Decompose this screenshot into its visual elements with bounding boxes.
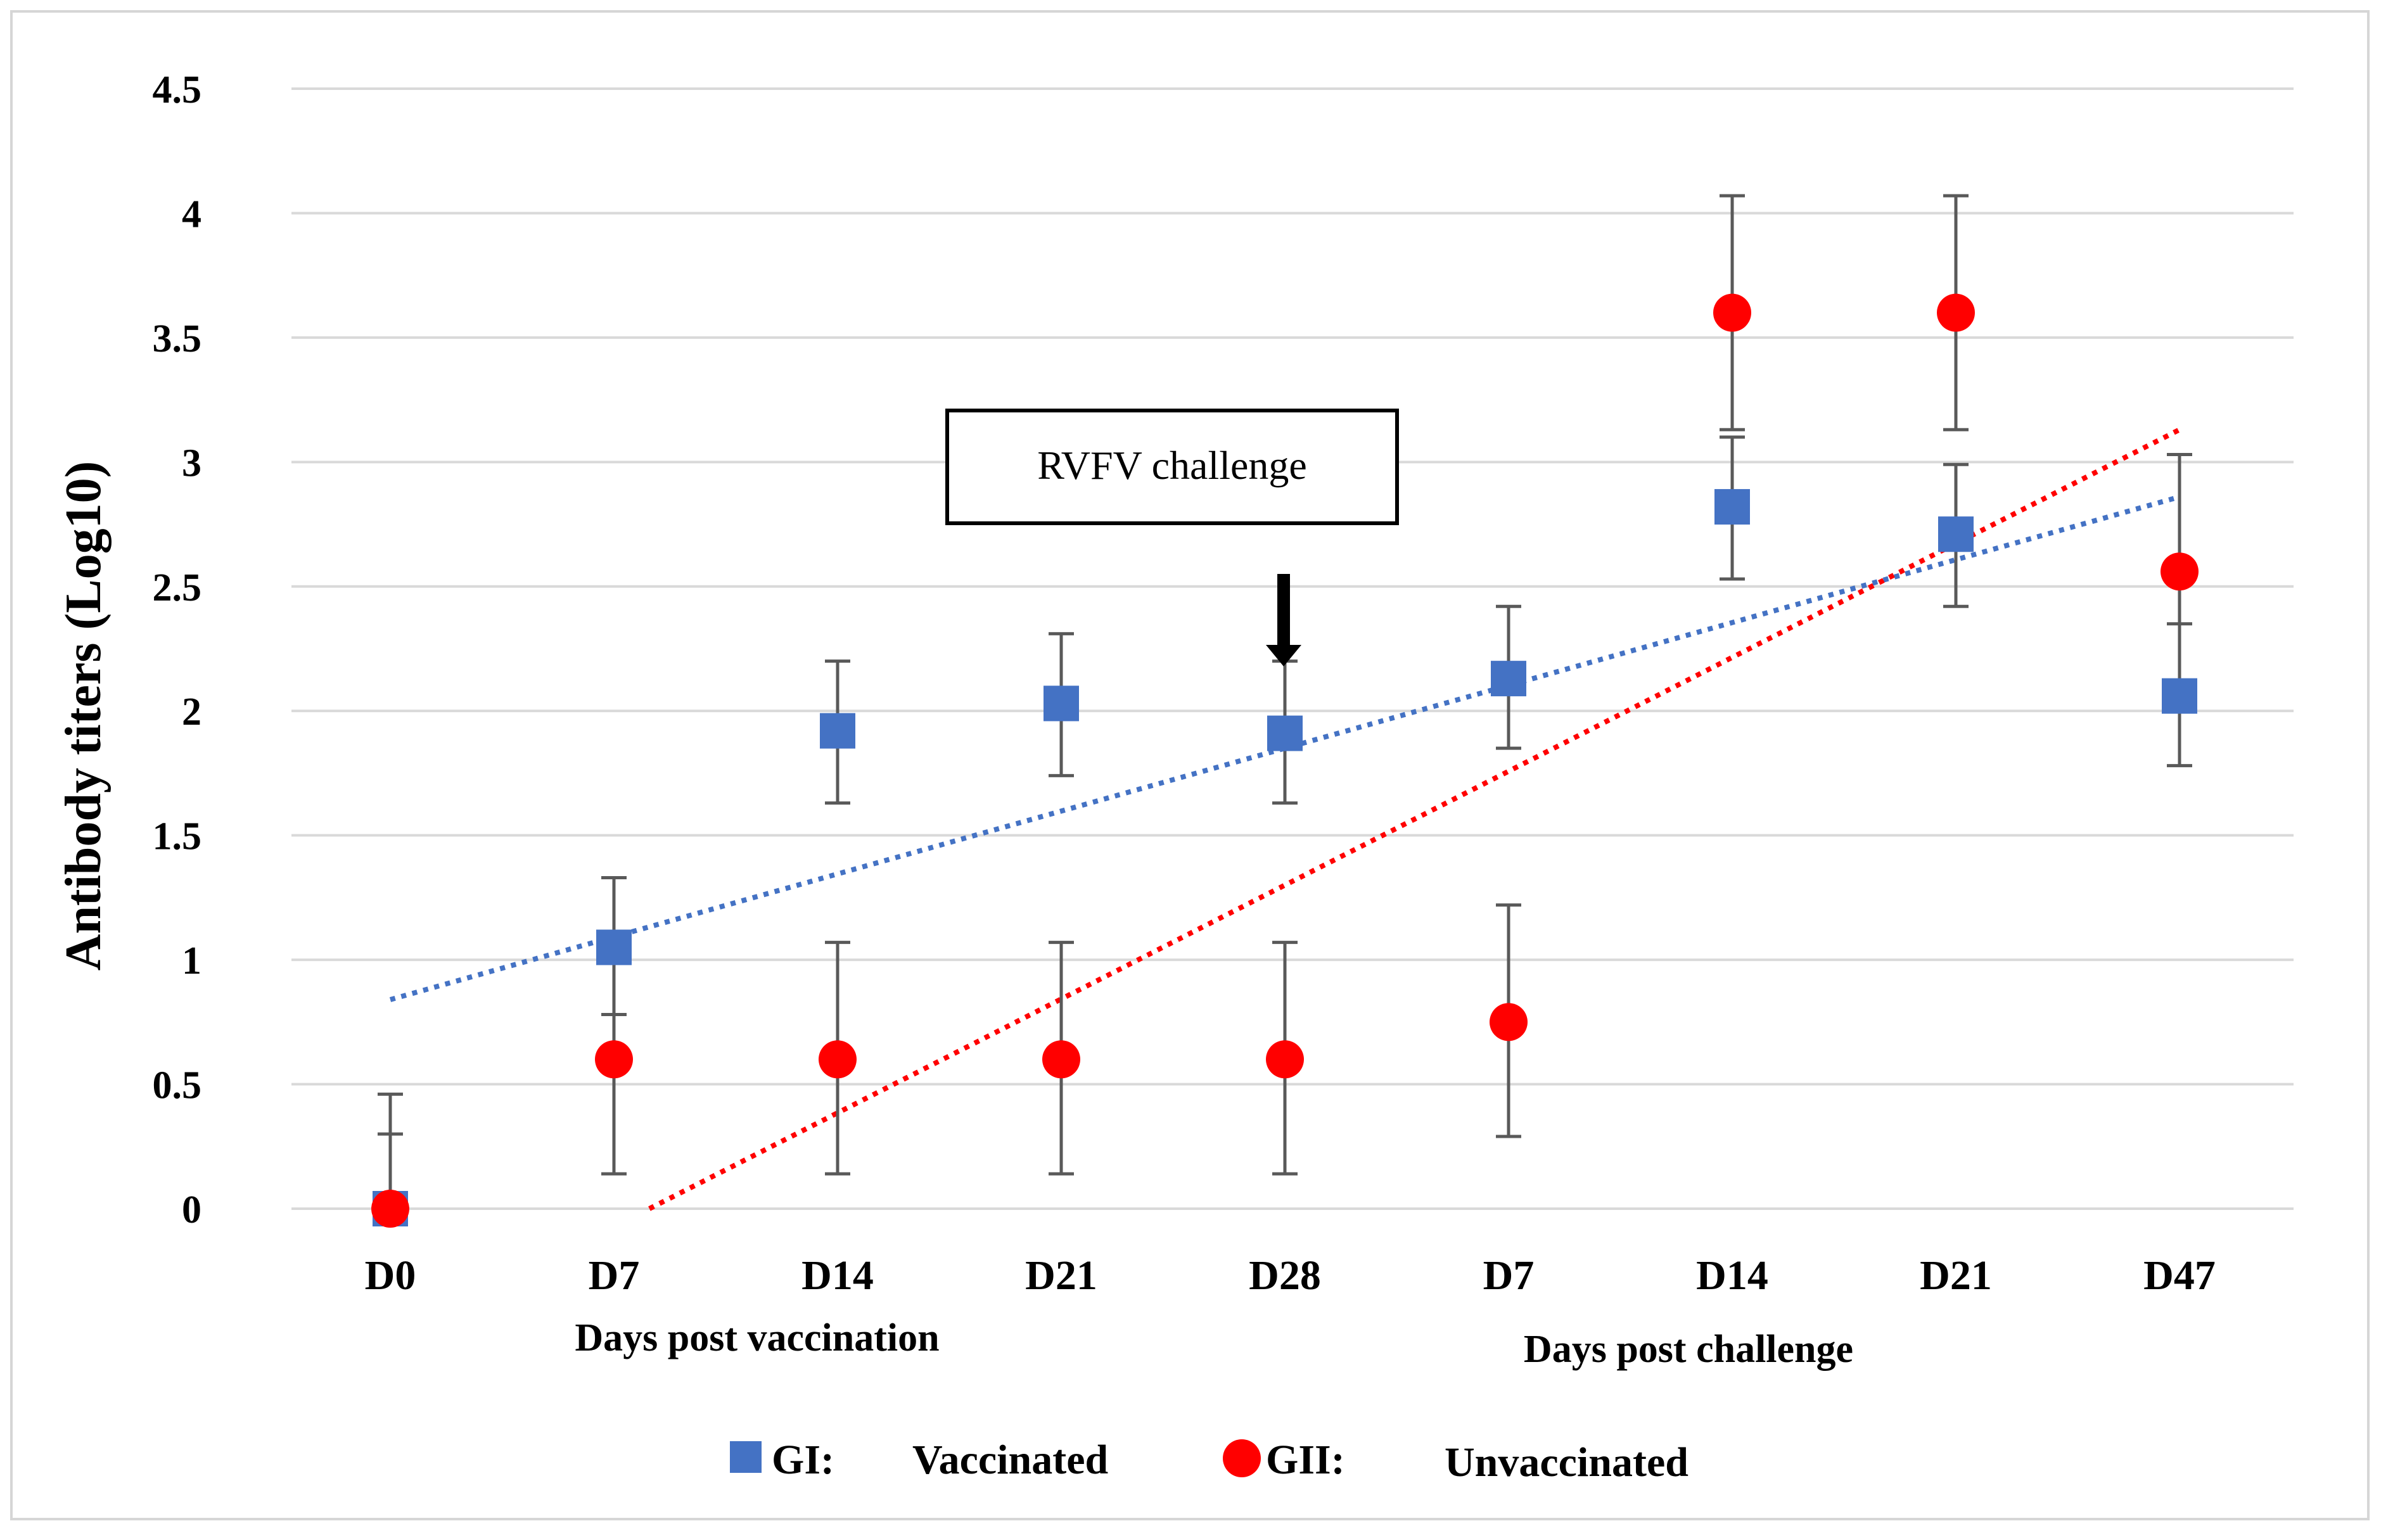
data-point-gii bbox=[371, 1190, 409, 1228]
y-tick-label: 3.5 bbox=[153, 317, 202, 360]
data-point-gi bbox=[596, 929, 632, 965]
data-point-gii bbox=[1490, 1003, 1528, 1041]
x-group-label-vaccination: Days post vaccination bbox=[575, 1316, 939, 1359]
x-tick-label: D21 bbox=[1025, 1252, 1097, 1299]
y-tick-label: 1.5 bbox=[153, 815, 202, 858]
data-point-gi bbox=[1491, 661, 1526, 697]
data-point-gii bbox=[819, 1040, 857, 1079]
data-point-gi bbox=[1714, 489, 1750, 525]
legend-desc-gii: Unvaccinated bbox=[1445, 1439, 1688, 1486]
trendline-gi bbox=[389, 494, 2181, 1002]
y-tick-label: 4 bbox=[182, 193, 201, 236]
legend-marker-gi bbox=[730, 1441, 762, 1473]
legend-label-gii: GII: bbox=[1266, 1437, 1345, 1483]
trendline-gii bbox=[648, 427, 2181, 1211]
data-point-gi bbox=[1044, 685, 1079, 722]
x-group-label-challenge: Days post challenge bbox=[1524, 1328, 1853, 1371]
y-tick-label: 4.5 bbox=[153, 68, 202, 111]
y-tick-label: 3 bbox=[182, 442, 201, 485]
y-axis-title: Antibody titers (Log10) bbox=[56, 461, 112, 970]
data-point-gi bbox=[1938, 516, 1974, 552]
data-point-gi bbox=[820, 713, 855, 749]
x-tick-label: D47 bbox=[2143, 1252, 2216, 1299]
figure-border bbox=[10, 10, 2370, 1520]
y-tick-label: 2.5 bbox=[153, 566, 202, 609]
data-point-gii bbox=[1937, 293, 1975, 332]
data-point-gii bbox=[1266, 1040, 1304, 1079]
trendlines bbox=[389, 427, 2181, 1211]
y-tick-label: 0 bbox=[182, 1188, 201, 1231]
x-tick-label: D0 bbox=[365, 1252, 416, 1299]
x-tick-label: D14 bbox=[801, 1252, 874, 1299]
data-markers bbox=[371, 293, 2199, 1228]
data-point-gii bbox=[595, 1040, 633, 1079]
legend-label-gi: GI: bbox=[772, 1437, 834, 1483]
data-point-gi bbox=[2162, 678, 2197, 714]
legend: GI: Vaccinated GII: Unvaccinated bbox=[730, 1437, 1688, 1486]
data-point-gii bbox=[1042, 1040, 1080, 1079]
data-point-gi bbox=[1267, 715, 1303, 751]
data-point-gii bbox=[1713, 293, 1751, 332]
annotation-box bbox=[945, 409, 1399, 525]
x-axis-ticks: D0 D7 D14 D21 D28 D7 D14 D21 D47 bbox=[365, 1252, 2216, 1299]
legend-marker-gii bbox=[1223, 1439, 1261, 1477]
x-tick-label: D28 bbox=[1249, 1252, 1321, 1299]
y-tick-label: 0.5 bbox=[153, 1064, 202, 1107]
x-tick-label: D7 bbox=[589, 1252, 640, 1299]
annotation-text: RVFV challenge bbox=[1037, 443, 1307, 488]
x-tick-label: D7 bbox=[1483, 1252, 1535, 1299]
y-tick-label: 1 bbox=[182, 939, 201, 983]
down-arrow-icon bbox=[1266, 574, 1301, 666]
annotation-rvfv-challenge: RVFV challenge bbox=[945, 409, 1399, 666]
legend-desc-gi: Vaccinated bbox=[912, 1437, 1108, 1483]
data-point-gii bbox=[2161, 552, 2199, 591]
y-axis-ticks: 0 0.5 1 1.5 2 2.5 3 3.5 4 4.5 bbox=[153, 68, 202, 1231]
x-tick-label: D14 bbox=[1696, 1252, 1768, 1299]
error-bars bbox=[378, 194, 2192, 1209]
y-tick-label: 2 bbox=[182, 690, 201, 734]
gridlines bbox=[291, 87, 2294, 1210]
x-tick-label: D21 bbox=[1920, 1252, 1992, 1299]
